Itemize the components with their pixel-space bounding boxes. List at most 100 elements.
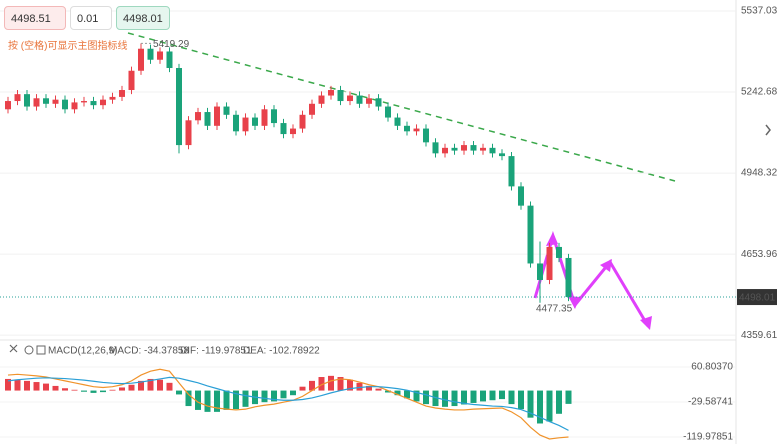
candle-body (508, 156, 515, 187)
expand-icon[interactable] (765, 124, 771, 136)
candle-body (442, 147, 448, 154)
macd-bar (271, 390, 277, 402)
candle-body (195, 112, 201, 121)
candle-body (261, 109, 268, 126)
macd-bar (404, 390, 410, 399)
candle-body (451, 147, 458, 151)
candle-body (223, 106, 230, 115)
candle-body (546, 246, 553, 280)
macd-bar (81, 390, 87, 392)
candle-body (81, 101, 87, 103)
macd-tick-label: -119.97851 (683, 432, 733, 443)
arrow-head (640, 316, 652, 330)
macd-bar (527, 390, 534, 418)
macd-bar (62, 388, 68, 391)
macd-bar (195, 390, 201, 410)
candle-body (33, 98, 40, 107)
macd-bar (138, 380, 144, 391)
macd-bar (442, 390, 448, 407)
low-label: 4477.35 (536, 303, 573, 314)
candle-body (394, 117, 401, 126)
y-tick-label: 4948.32 (741, 168, 777, 179)
macd-bar (33, 382, 40, 391)
candle-body (52, 99, 59, 104)
candle-body (185, 120, 192, 146)
candle-body (14, 94, 21, 102)
candle-body (480, 147, 486, 151)
macd-bar (280, 390, 287, 399)
close-icon[interactable] (9, 344, 18, 353)
macd-bar (5, 378, 11, 391)
macd-bar (43, 383, 49, 391)
macd-bar (290, 390, 296, 396)
candle-body (432, 142, 439, 154)
macd-tick-label: 60.80370 (691, 362, 733, 373)
macd-bar (328, 375, 334, 391)
macd-bar (204, 390, 211, 412)
candle-body (5, 101, 11, 110)
macd-bar (233, 390, 239, 410)
toggle-icon[interactable] (36, 345, 46, 355)
macd-bar (176, 390, 182, 395)
candle-body (356, 95, 363, 104)
dea-line (7, 376, 569, 431)
buy-price[interactable]: 4498.01 (116, 6, 170, 30)
macd-bar (109, 389, 116, 391)
macd-bar (90, 390, 97, 393)
candle-body (565, 257, 572, 298)
macd-bar (423, 390, 429, 405)
macd-bar (556, 390, 562, 414)
candle-body (470, 145, 477, 151)
macd-bar (508, 390, 515, 405)
arrow-head (600, 259, 612, 272)
macd-bar (565, 390, 572, 404)
macd-bar (394, 390, 401, 396)
candle-body (109, 96, 116, 100)
macd-bar (499, 390, 505, 400)
macd-bar (24, 380, 30, 391)
candle-body (347, 95, 353, 102)
candle-body (404, 125, 410, 132)
macd-bar (432, 390, 439, 407)
candle-body (489, 147, 496, 154)
dea-legend: DEA: -102.78922 (243, 346, 320, 357)
macd-bar (537, 390, 543, 424)
candle-body (299, 114, 306, 129)
dif-legend: DIF: -119.97851 (180, 346, 252, 357)
lot-size[interactable]: 0.01 (70, 6, 112, 30)
candle-body (166, 51, 173, 68)
macd-bar (546, 390, 553, 422)
macd-bar (71, 389, 78, 391)
candle-body (90, 101, 97, 106)
macd-bar (347, 379, 353, 391)
candle-body (461, 145, 467, 151)
last-price-tag (737, 289, 777, 306)
candle-body (176, 68, 182, 146)
candle-body (527, 205, 534, 264)
hint-text: 按 (空格)可显示主图指标线 (8, 41, 128, 52)
macd-bar (299, 386, 306, 391)
candle-body (318, 95, 325, 104)
candle-body (43, 98, 49, 104)
arrow-head (568, 296, 580, 309)
candle-body (242, 117, 249, 132)
candle-body (385, 106, 391, 118)
high-label: 5419.29 (153, 39, 190, 50)
macd-bar (52, 385, 59, 391)
macd-bar (337, 377, 344, 391)
macd-tick-label: -29.58741 (688, 397, 733, 408)
macd-bar (242, 390, 249, 407)
macd-bar (128, 384, 135, 391)
candle-body (24, 94, 30, 107)
candle-body (214, 106, 220, 126)
settings-icon[interactable] (24, 345, 34, 355)
candle-body (556, 246, 562, 258)
y-tick-label: 4359.61 (741, 330, 777, 341)
macd-bar (309, 380, 315, 391)
macd-bar (261, 390, 268, 403)
sell-price[interactable]: 4498.51 (4, 6, 66, 30)
macd-bar (119, 387, 125, 391)
candle-body (518, 186, 524, 206)
macd-title: MACD(12,26,9) (48, 346, 117, 357)
